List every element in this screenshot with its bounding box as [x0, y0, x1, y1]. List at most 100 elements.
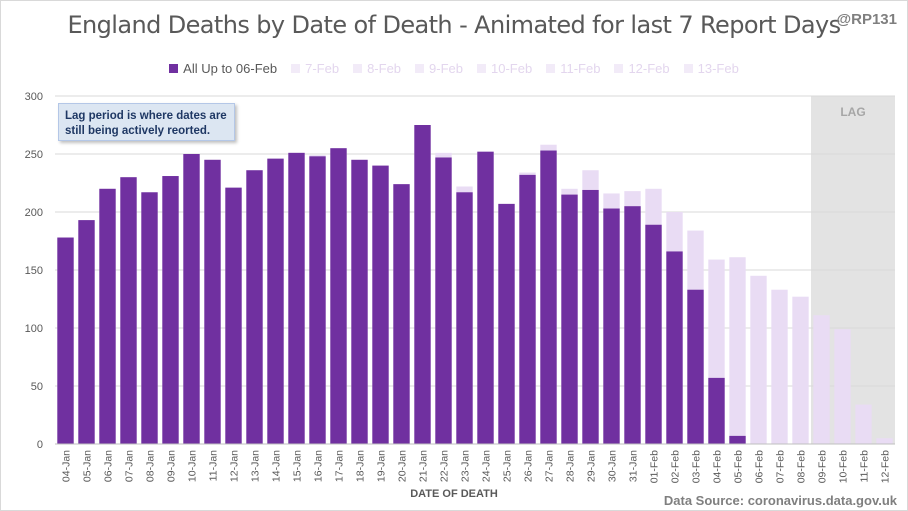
legend-label-5: 11-Feb — [560, 61, 601, 76]
x-tick-label-31-Jan: 31-Jan — [628, 450, 640, 482]
x-tick-label-18-Jan: 18-Jan — [355, 450, 367, 482]
bar-base-04-Feb — [708, 377, 725, 444]
x-tick-label-15-Jan: 15-Jan — [292, 450, 304, 482]
legend-swatch-5 — [546, 64, 556, 73]
bar-base-30-Jan — [603, 208, 620, 444]
bar-base-17-Jan — [330, 148, 347, 444]
x-tick-label-07-Feb: 07-Feb — [775, 450, 787, 483]
lag-label: LAG — [840, 105, 865, 119]
bar-base-25-Jan — [498, 203, 515, 444]
bar-base-15-Jan — [288, 152, 305, 444]
legend-item-2: 8-Feb — [353, 61, 401, 76]
x-tick-label-03-Feb: 03-Feb — [691, 450, 703, 483]
legend-item-6: 12-Feb — [614, 61, 670, 76]
x-tick-label-05-Jan: 05-Jan — [82, 450, 94, 482]
x-tick-label-10-Jan: 10-Jan — [187, 450, 199, 482]
x-tick-label-11-Feb: 11-Feb — [859, 450, 871, 483]
x-tick-label-20-Jan: 20-Jan — [397, 450, 409, 482]
legend-swatch-0 — [169, 64, 179, 73]
lag-annotation: Lag period is where dates are still bein… — [58, 103, 235, 141]
x-tick-label-04-Jan: 04-Jan — [61, 450, 73, 482]
bar-base-22-Jan — [435, 157, 452, 445]
bar-latest-08-Feb — [792, 296, 809, 444]
x-tick-label-12-Jan: 12-Jan — [229, 450, 241, 482]
y-tick-label-3: 150 — [25, 265, 43, 277]
x-tick-label-26-Jan: 26-Jan — [523, 450, 535, 482]
x-axis-label: DATE OF DEATH — [410, 488, 498, 500]
x-tick-label-24-Jan: 24-Jan — [481, 450, 493, 482]
legend-item-0: All Up to 06-Feb — [169, 61, 277, 76]
legend-label-0: All Up to 06-Feb — [183, 61, 278, 76]
x-tick-label-07-Jan: 07-Jan — [124, 450, 136, 482]
bar-base-28-Jan — [561, 194, 578, 444]
y-tick-label-5: 250 — [25, 149, 43, 161]
bar-base-03-Feb — [687, 289, 704, 444]
bar-base-29-Jan — [582, 189, 599, 444]
bar-base-19-Jan — [372, 165, 389, 444]
bar-latest-09-Feb — [813, 315, 830, 444]
bar-base-05-Jan — [78, 220, 95, 444]
x-tick-label-09-Feb: 09-Feb — [817, 450, 829, 483]
x-tick-label-25-Jan: 25-Jan — [502, 450, 514, 482]
legend-label-6: 12-Feb — [628, 61, 670, 76]
x-tick-label-30-Jan: 30-Jan — [607, 450, 619, 482]
legend-label-7: 13-Feb — [697, 61, 739, 76]
bar-base-16-Jan — [309, 156, 326, 444]
legend-label-3: 9-Feb — [429, 61, 463, 76]
legend-swatch-4 — [477, 64, 486, 73]
bar-base-13-Jan — [246, 170, 263, 445]
bar-base-05-Feb — [729, 435, 746, 444]
x-tick-label-08-Feb: 08-Feb — [796, 450, 808, 483]
x-tick-label-04-Feb: 04-Feb — [712, 450, 724, 483]
x-tick-label-06-Jan: 06-Jan — [103, 450, 115, 482]
legend: All Up to 06-Feb 7-Feb 8-Feb 9-Feb 10-Fe… — [1, 61, 907, 76]
bar-latest-05-Feb — [729, 257, 746, 444]
y-tick-label-1: 50 — [31, 381, 43, 393]
x-tick-label-13-Jan: 13-Jan — [250, 450, 262, 482]
x-tick-label-23-Jan: 23-Jan — [460, 450, 472, 482]
bar-latest-06-Feb — [750, 275, 767, 444]
bar-base-04-Jan — [57, 237, 74, 444]
x-tick-label-08-Jan: 08-Jan — [145, 450, 157, 482]
x-tick-label-22-Jan: 22-Jan — [439, 450, 451, 482]
author-handle: @RP131 — [836, 11, 898, 28]
legend-item-1: 7-Feb — [291, 61, 339, 76]
bar-latest-11-Feb — [855, 404, 872, 444]
bar-base-27-Jan — [540, 150, 557, 444]
bar-latest-10-Feb — [834, 329, 851, 444]
legend-item-4: 10-Feb — [477, 61, 532, 76]
bar-base-07-Jan — [120, 177, 137, 444]
x-tick-label-14-Jan: 14-Jan — [271, 450, 283, 482]
legend-swatch-2 — [353, 64, 363, 73]
bar-base-18-Jan — [351, 159, 368, 445]
bar-latest-12-Feb — [876, 438, 893, 444]
bar-base-23-Jan — [456, 192, 473, 444]
x-tick-label-27-Jan: 27-Jan — [544, 450, 556, 482]
x-tick-label-01-Feb: 01-Feb — [649, 450, 661, 483]
x-tick-label-09-Jan: 09-Jan — [166, 450, 178, 482]
y-tick-label-6: 300 — [25, 91, 43, 103]
bar-base-08-Jan — [141, 192, 158, 444]
x-tick-label-29-Jan: 29-Jan — [586, 450, 598, 482]
x-tick-label-16-Jan: 16-Jan — [313, 450, 325, 482]
bar-base-02-Feb — [666, 251, 683, 444]
y-tick-label-0: 0 — [37, 439, 43, 451]
bar-base-12-Jan — [225, 187, 242, 444]
data-source: Data Source: coronavirus.data.gov.uk — [663, 493, 897, 508]
chart-title: England Deaths by Date of Death - Animat… — [67, 11, 841, 39]
x-tick-label-19-Jan: 19-Jan — [376, 450, 388, 482]
x-tick-label-28-Jan: 28-Jan — [565, 450, 577, 482]
bar-latest-07-Feb — [771, 289, 788, 444]
legend-item-3: 9-Feb — [415, 61, 463, 76]
legend-item-5: 11-Feb — [546, 61, 600, 76]
bar-base-20-Jan — [393, 184, 410, 444]
legend-label-4: 10-Feb — [491, 61, 533, 76]
bar-base-06-Jan — [99, 188, 116, 444]
x-tick-label-05-Feb: 05-Feb — [733, 450, 745, 483]
x-tick-label-02-Feb: 02-Feb — [670, 450, 682, 483]
bar-base-21-Jan — [414, 125, 431, 444]
x-tick-label-21-Jan: 21-Jan — [418, 450, 430, 482]
x-tick-label-11-Jan: 11-Jan — [208, 450, 220, 481]
